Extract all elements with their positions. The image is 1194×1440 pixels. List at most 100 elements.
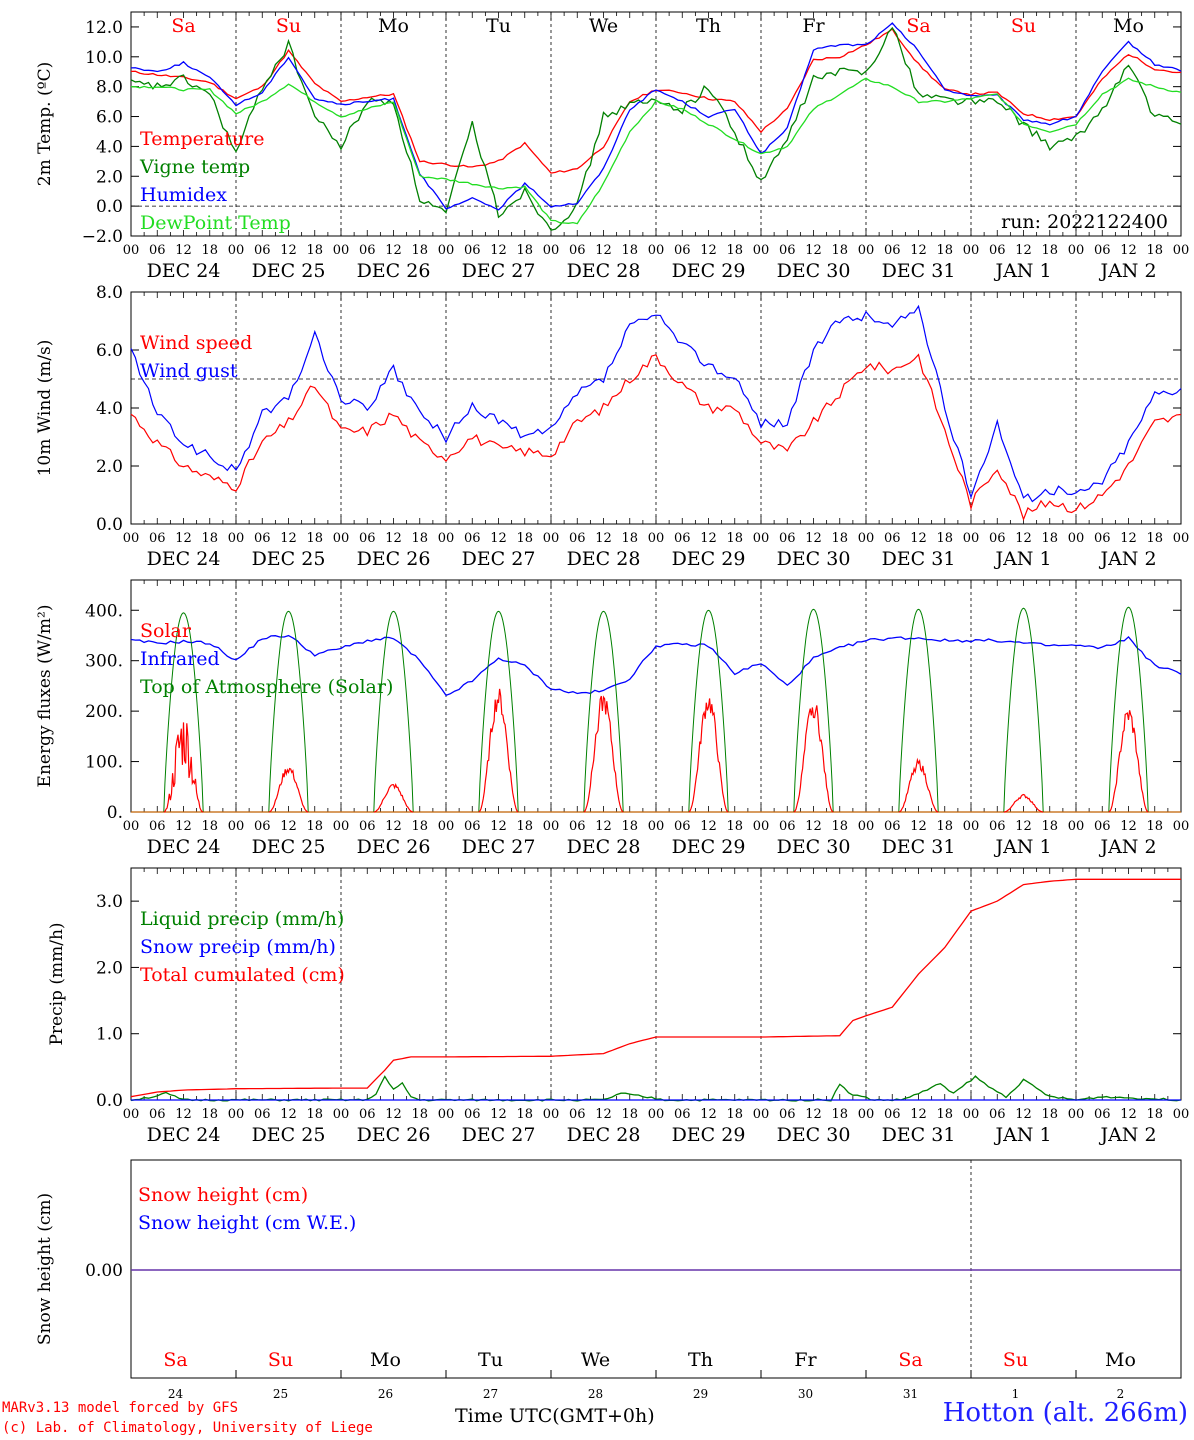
- weekday-label: Mo: [1105, 1349, 1136, 1371]
- hour-tick-label: 06: [569, 1107, 586, 1122]
- snow-panel: 0.00 Snow height (cm) Snow height (cm W.E.…: [35, 1159, 1182, 1401]
- y-tick-label: 8.0: [96, 78, 123, 98]
- weekday-label: Fr: [794, 1349, 817, 1371]
- weekday-label: We: [581, 1349, 610, 1371]
- hour-tick-label: 12: [175, 531, 192, 546]
- hour-tick-label: 12: [700, 1107, 717, 1122]
- hour-tick-label: 18: [621, 243, 638, 258]
- hour-tick-label: 12: [595, 1107, 612, 1122]
- weekday-label: Mo: [1113, 15, 1144, 37]
- hour-tick-label: 00: [438, 1107, 455, 1122]
- hour-tick-label: 06: [149, 819, 166, 834]
- hour-tick-label: 06: [674, 243, 691, 258]
- credit-line-1: MARv3.13 model forced by GFS: [2, 1400, 239, 1416]
- hour-tick-label: 12: [910, 819, 927, 834]
- hour-tick-label: 06: [779, 243, 796, 258]
- y-tick-label: 0.0: [96, 1091, 123, 1111]
- precip-panel: 0.0 1.0 2.0 3.0 Liquid precip (mm/h) Snow pre…: [47, 867, 1189, 1146]
- hour-tick-label: 06: [359, 1107, 376, 1122]
- hour-tick-label: 12: [490, 1107, 507, 1122]
- hour-tick-label: 12: [490, 819, 507, 834]
- day-number-label: 29: [693, 1387, 708, 1401]
- hour-tick-label: 00: [123, 243, 140, 258]
- date-label: JAN 2: [1098, 836, 1156, 858]
- date-label: DEC 30: [777, 548, 851, 570]
- day-number-label: 30: [798, 1387, 813, 1401]
- hour-tick-label: 18: [621, 1107, 638, 1122]
- date-label: JAN 2: [1098, 260, 1156, 282]
- hour-tick-label: 06: [254, 819, 271, 834]
- date-label: DEC 29: [672, 548, 746, 570]
- station-name: Hotton (alt. 266m): [942, 1398, 1188, 1428]
- date-label: DEC 25: [252, 548, 326, 570]
- hour-tick-label: 00: [543, 243, 560, 258]
- weekday-label: Tu: [478, 1349, 503, 1371]
- hour-tick-label: 18: [1146, 531, 1163, 546]
- date-label: DEC 27: [462, 1124, 536, 1146]
- date-label: DEC 24: [147, 836, 221, 858]
- hour-tick-label: 18: [621, 819, 638, 834]
- hour-tick-label: 00: [1173, 243, 1190, 258]
- hour-tick-label: 00: [1173, 531, 1190, 546]
- y-axis-label: Snow height (cm): [35, 1193, 55, 1345]
- credit-line-2: (c) Lab. of Climatology, University of L…: [2, 1420, 373, 1436]
- day-number-label: 2: [1117, 1387, 1125, 1401]
- hour-tick-label: 18: [201, 243, 218, 258]
- hour-tick-label: 06: [674, 531, 691, 546]
- date-label: DEC 31: [882, 1124, 956, 1146]
- date-label: DEC 26: [357, 1124, 431, 1146]
- hour-tick-label: 06: [1094, 531, 1111, 546]
- hour-tick-label: 18: [1041, 1107, 1058, 1122]
- hour-tick-label: 18: [936, 819, 953, 834]
- day-number-label: 27: [483, 1387, 498, 1401]
- y-axis-label: 2m Temp. (ºC): [35, 62, 55, 187]
- hour-tick-label: 12: [805, 243, 822, 258]
- hour-tick-label: 12: [175, 819, 192, 834]
- hour-tick-label: 18: [1041, 531, 1058, 546]
- hour-tick-label: 06: [989, 243, 1006, 258]
- y-tick-label: 400.: [85, 601, 123, 621]
- hour-tick-label: 00: [963, 1107, 980, 1122]
- hour-tick-label: 00: [648, 531, 665, 546]
- hour-tick-label: 12: [1015, 819, 1032, 834]
- hour-tick-label: 00: [543, 1107, 560, 1122]
- legend-entry: Humidex: [140, 184, 227, 206]
- hour-tick-label: 00: [1068, 531, 1085, 546]
- y-tick-label: 2.0: [96, 457, 123, 477]
- hour-tick-label: 12: [595, 819, 612, 834]
- hour-tick-label: 00: [438, 819, 455, 834]
- legend-entry: Temperature: [140, 128, 264, 150]
- hour-tick-label: 18: [726, 819, 743, 834]
- hour-tick-label: 00: [963, 243, 980, 258]
- hour-tick-label: 06: [779, 1107, 796, 1122]
- hour-tick-label: 18: [726, 243, 743, 258]
- hour-tick-label: 18: [411, 243, 428, 258]
- wind-panel: 0.0 2.0 4.0 6.0 8.0 Wind speed Wind gust 10m Wi…: [35, 283, 1189, 570]
- y-axis-label: Precip (mm/h): [47, 922, 67, 1045]
- hour-tick-label: 18: [1146, 819, 1163, 834]
- date-label: DEC 29: [672, 1124, 746, 1146]
- hour-tick-label: 06: [464, 531, 481, 546]
- hour-tick-label: 18: [1041, 819, 1058, 834]
- hour-tick-label: 00: [123, 1107, 140, 1122]
- hour-tick-label: 00: [228, 819, 245, 834]
- hour-tick-label: 18: [411, 531, 428, 546]
- weekday-label: Fr: [802, 15, 825, 37]
- legend-entry: Liquid precip (mm/h): [140, 908, 344, 930]
- y-tick-label: 2.0: [96, 167, 123, 187]
- legend-entry: Infrared: [140, 648, 220, 670]
- hour-tick-label: 18: [726, 1107, 743, 1122]
- weekday-label: Th: [688, 1349, 713, 1371]
- hour-tick-label: 00: [648, 819, 665, 834]
- legend-entry: Wind gust: [140, 360, 238, 382]
- hour-tick-label: 00: [543, 531, 560, 546]
- hour-tick-label: 18: [201, 1107, 218, 1122]
- legend-entry: Wind speed: [140, 332, 252, 354]
- weekday-label: Su: [268, 1349, 293, 1371]
- hour-tick-label: 06: [884, 243, 901, 258]
- series-line-toa-solar: [163, 606, 1149, 813]
- hour-tick-label: 12: [805, 819, 822, 834]
- hour-tick-label: 00: [963, 531, 980, 546]
- legend-entry: Snow precip (mm/h): [140, 936, 336, 958]
